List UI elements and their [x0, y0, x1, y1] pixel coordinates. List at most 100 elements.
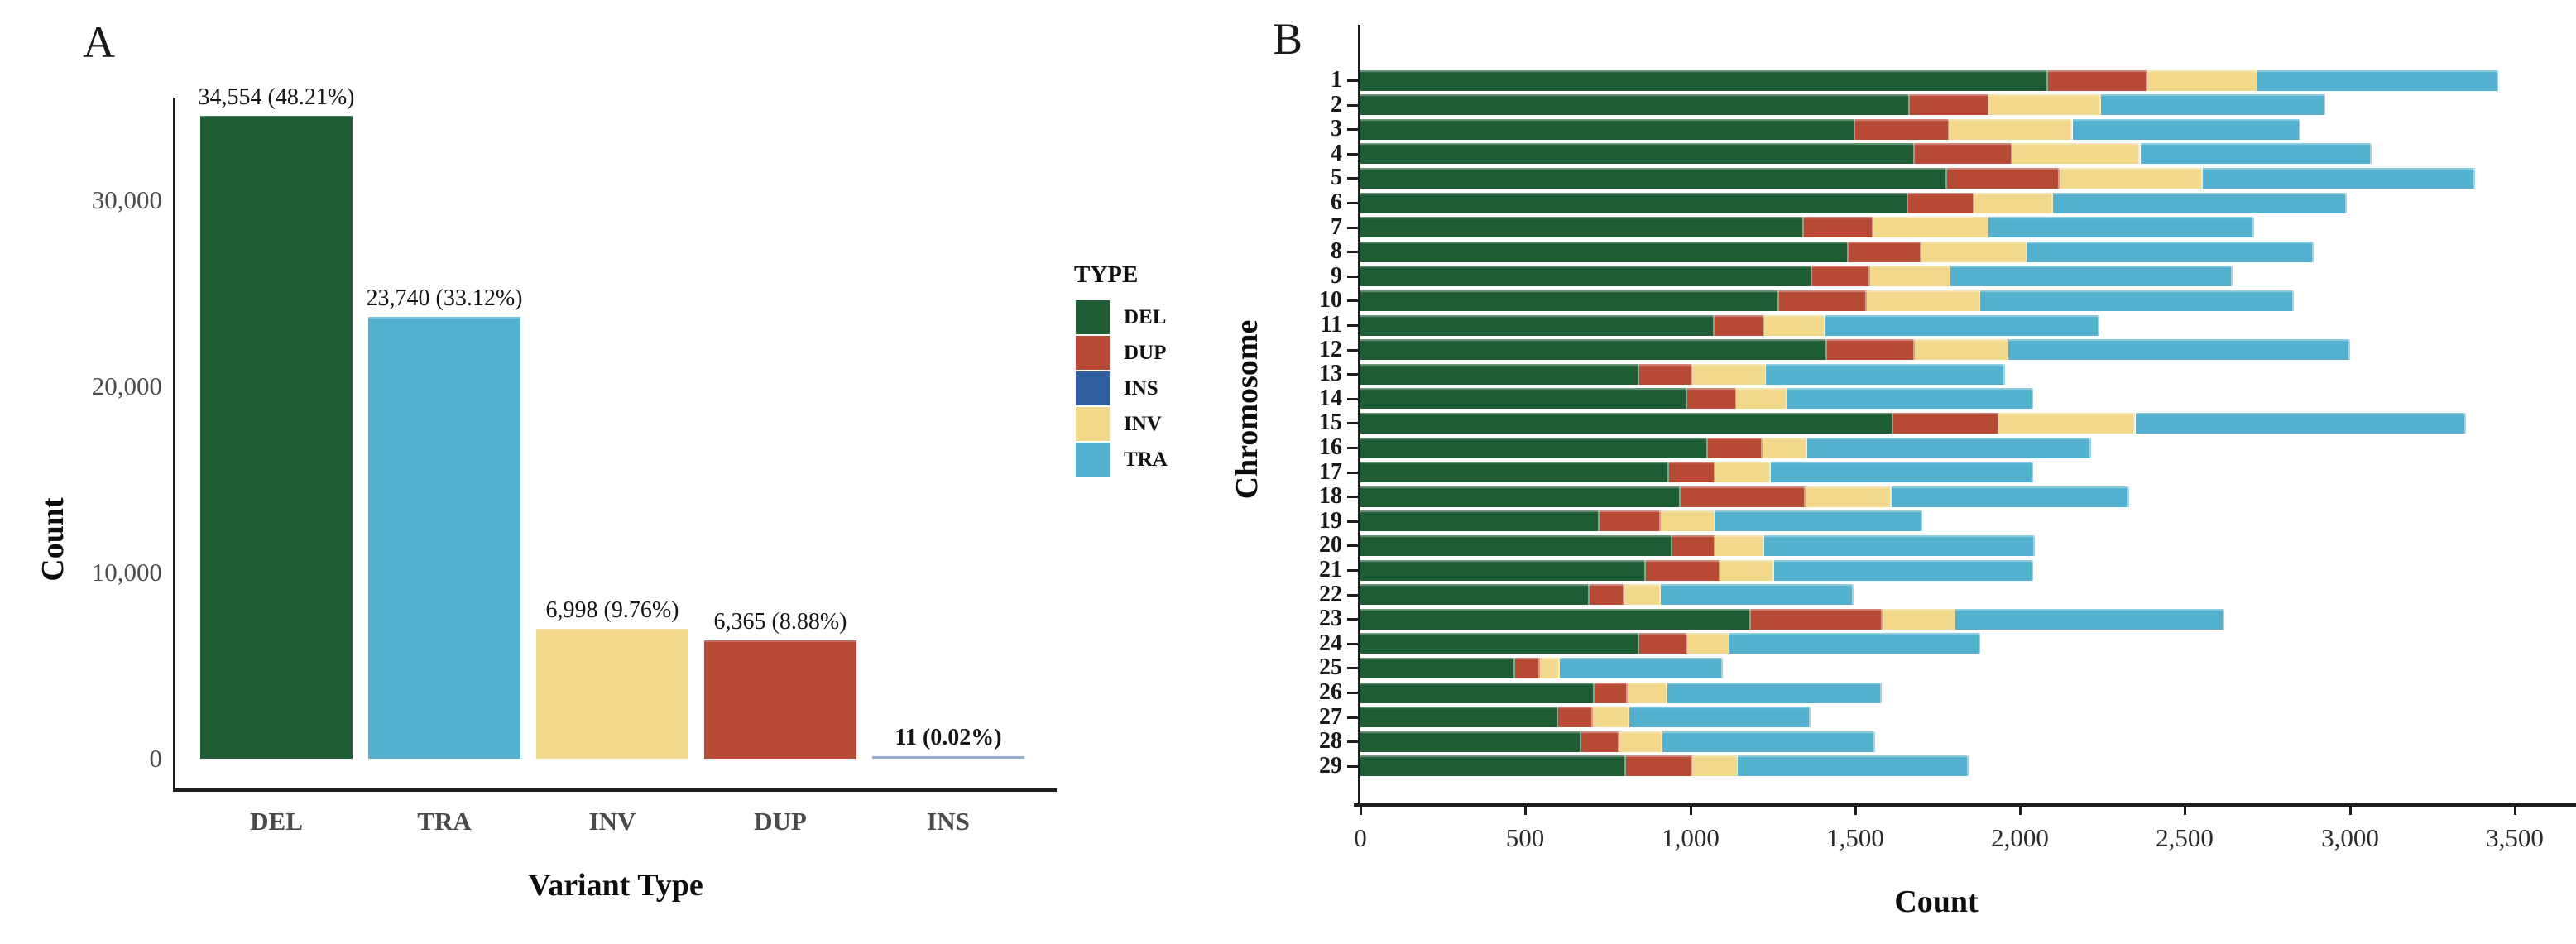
- panel-b-bar-chr6-dup: [1908, 193, 1974, 213]
- panel-b-bar-chr5-tra: [2203, 168, 2475, 189]
- panel-b-y-tick-mark: [1347, 716, 1358, 719]
- panel-a-bar-value-label: 11 (0.02%): [895, 725, 1002, 750]
- panel-b-bar-chr22-del: [1360, 584, 1590, 605]
- legend-label-del: DEL: [1124, 306, 1167, 328]
- panel-b-bar-chr18-del: [1360, 486, 1681, 507]
- panel-b-bar-chr21-tra: [1774, 560, 2033, 581]
- panel-b-bar-chr15-inv: [1998, 413, 2135, 434]
- panel-b-chromosome-label-9: 9: [1331, 263, 1342, 289]
- panel-b-bar-chr12-del: [1360, 339, 1827, 360]
- panel-b-bar-chr28-dup: [1581, 731, 1619, 752]
- panel-b-y-tick-mark: [1347, 276, 1358, 278]
- panel-b-bar-chr5-inv: [2060, 168, 2203, 189]
- panel-b-bar-chr28-tra: [1662, 731, 1875, 752]
- panel-b-bar-chr3-tra: [2073, 119, 2300, 140]
- panel-b-bar-chr17-dup: [1669, 462, 1715, 482]
- panel-b-x-tick-mark: [1854, 805, 1857, 815]
- panel-b-x-tick-label: 0: [1354, 823, 1367, 852]
- panel-b-bar-chr3-del: [1360, 119, 1855, 140]
- panel-b-bar-chr23-dup: [1751, 609, 1883, 630]
- panel-b-bar-chr20-del: [1360, 535, 1672, 556]
- panel-b-bar-chr16-del: [1360, 438, 1708, 458]
- panel-b-bar-chr25-dup: [1515, 658, 1540, 678]
- panel-a-bar-dup: [704, 640, 856, 759]
- panel-a-x-axis-title: Variant Type: [528, 868, 703, 903]
- panel-b-y-axis-title: Chromosome: [1230, 319, 1264, 500]
- panel-a-y-axis-line: [173, 98, 175, 792]
- panel-b-bar-chr14-dup: [1687, 388, 1737, 409]
- panel-b-bar-chr8-inv: [1921, 242, 2027, 262]
- panel-b-bar-chr4-tra: [2141, 143, 2372, 164]
- panel-b-chromosome-label-2: 2: [1331, 92, 1342, 117]
- legend-swatch-del: [1076, 300, 1110, 334]
- panel-b-bar-chr3-inv: [1949, 119, 2072, 140]
- panel-b-bar-chr27-dup: [1558, 707, 1593, 727]
- panel-b-bar-chr21-del: [1360, 560, 1646, 581]
- panel-b-bar-chr22-dup: [1590, 584, 1624, 605]
- panel-b-bar-chr1-inv: [2147, 70, 2258, 91]
- panel-b-y-tick-mark: [1347, 79, 1358, 82]
- panel-b-x-tick-mark: [2349, 805, 2352, 815]
- panel-b-bar-chr13-dup: [1639, 364, 1692, 385]
- panel-b-y-tick-mark: [1347, 299, 1358, 302]
- panel-b-bar-chr28-inv: [1619, 731, 1662, 752]
- panel-b-chromosome-label-25: 25: [1319, 654, 1342, 680]
- panel-b-bar-chr27-tra: [1629, 707, 1811, 727]
- panel-b-chromosome-label-10: 10: [1319, 287, 1342, 313]
- panel-b-bar-chr13-tra: [1766, 364, 2005, 385]
- panel-b-bar-chr12-tra: [2008, 339, 2350, 360]
- panel-b-bar-chr26-tra: [1667, 683, 1882, 703]
- panel-b-bar-chr24-del: [1360, 633, 1639, 654]
- panel-b-y-tick-mark: [1347, 177, 1358, 180]
- panel-b-bar-chr10-del: [1360, 290, 1779, 311]
- panel-b-chromosome-label-13: 13: [1319, 361, 1342, 386]
- panel-b-bar-chr2-inv: [1988, 94, 2101, 115]
- panel-b-chromosome-label-17: 17: [1319, 459, 1342, 485]
- panel-b-bar-chr4-del: [1360, 143, 1915, 164]
- panel-b-bar-chr17-tra: [1771, 462, 2033, 482]
- panel-b-y-axis-line: [1358, 25, 1360, 807]
- panel-b-bar-chr9-tra: [1950, 266, 2233, 286]
- panel-b-bar-chr15-del: [1360, 413, 1893, 434]
- panel-b-bar-chr8-del: [1360, 242, 1849, 262]
- panel-a-x-axis-line: [173, 788, 1057, 792]
- panel-b-bar-chr27-inv: [1593, 707, 1629, 727]
- panel-b-bar-chr11-tra: [1825, 315, 2099, 336]
- panel-b-chromosome-label-21: 21: [1319, 557, 1342, 582]
- panel-b-bar-chr23-tra: [1955, 609, 2224, 630]
- panel-b-bar-chr1-tra: [2257, 70, 2498, 91]
- panel-b-label: B: [1273, 14, 1303, 64]
- panel-b-chromosome-label-16: 16: [1319, 434, 1342, 460]
- panel-b-bar-chr1-del: [1360, 70, 2048, 91]
- panel-b-bar-chr23-inv: [1883, 609, 1956, 630]
- panel-b-bar-chr19-del: [1360, 510, 1600, 531]
- panel-a-bar-value-label: 23,740 (33.12%): [366, 285, 523, 311]
- panel-b-y-tick-mark: [1347, 740, 1358, 743]
- panel-b-bar-chr21-dup: [1646, 560, 1720, 581]
- panel-b-bar-chr7-tra: [1988, 217, 2254, 237]
- panel-b-y-tick-mark: [1347, 373, 1358, 376]
- panel-b-y-tick-mark: [1347, 520, 1358, 523]
- panel-b-bar-chr18-dup: [1681, 486, 1806, 507]
- panel-b-bar-chr5-dup: [1947, 168, 2060, 189]
- panel-b-y-tick-mark: [1347, 153, 1358, 156]
- panel-b-bar-chr14-del: [1360, 388, 1687, 409]
- panel-b-bar-chr14-inv: [1736, 388, 1787, 409]
- panel-b-bar-chr17-del: [1360, 462, 1669, 482]
- panel-b-y-tick-mark: [1347, 324, 1358, 327]
- panel-b-x-axis-title: Count: [1894, 884, 1979, 919]
- panel-b-chromosome-label-6: 6: [1331, 189, 1342, 215]
- legend-title: TYPE: [1074, 261, 1139, 288]
- panel-b-chromosome-label-7: 7: [1331, 214, 1342, 240]
- panel-b-y-tick-mark: [1347, 349, 1358, 352]
- panel-b-x-tick-mark: [2184, 805, 2186, 815]
- panel-a-category-label-inv: INV: [588, 807, 636, 836]
- panel-b-bar-chr2-del: [1360, 94, 1910, 115]
- panel-b-bar-chr13-del: [1360, 364, 1639, 385]
- panel-b-bar-chr6-del: [1360, 193, 1908, 213]
- panel-b-bar-chr25-tra: [1560, 658, 1723, 678]
- panel-b-bar-chr18-inv: [1806, 486, 1892, 507]
- panel-b-x-axis-line: [1354, 803, 2576, 807]
- panel-b-bar-chr5-del: [1360, 168, 1947, 189]
- panel-b-chromosome-label-4: 4: [1331, 141, 1342, 166]
